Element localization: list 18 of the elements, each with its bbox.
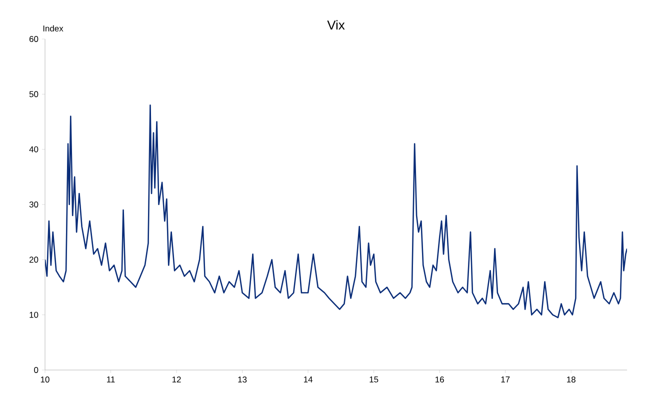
x-tick-label: 14	[304, 376, 313, 382]
x-tick-label: 16	[436, 376, 444, 383]
y-tick-label: 40	[29, 146, 38, 152]
x-tick-label: 12	[172, 376, 181, 382]
x-tick-label: 17	[501, 376, 510, 382]
y-tick-label: 20	[29, 256, 38, 263]
y-axis-title: Index	[43, 25, 64, 32]
x-tick-label: 18	[567, 376, 576, 383]
y-tick-label: 30	[29, 202, 38, 208]
x-tick-label: 13	[238, 376, 247, 383]
y-tick-label: 60	[30, 36, 38, 42]
chart-title: Vix	[327, 20, 345, 30]
y-tick-label: 50	[29, 91, 38, 98]
y-tick-label: 0	[34, 367, 38, 373]
x-tick-label: 11	[107, 376, 115, 382]
y-tick-label: 10	[30, 312, 38, 318]
x-tick-label: 10	[40, 376, 50, 383]
x-tick-label: 15	[370, 376, 378, 382]
